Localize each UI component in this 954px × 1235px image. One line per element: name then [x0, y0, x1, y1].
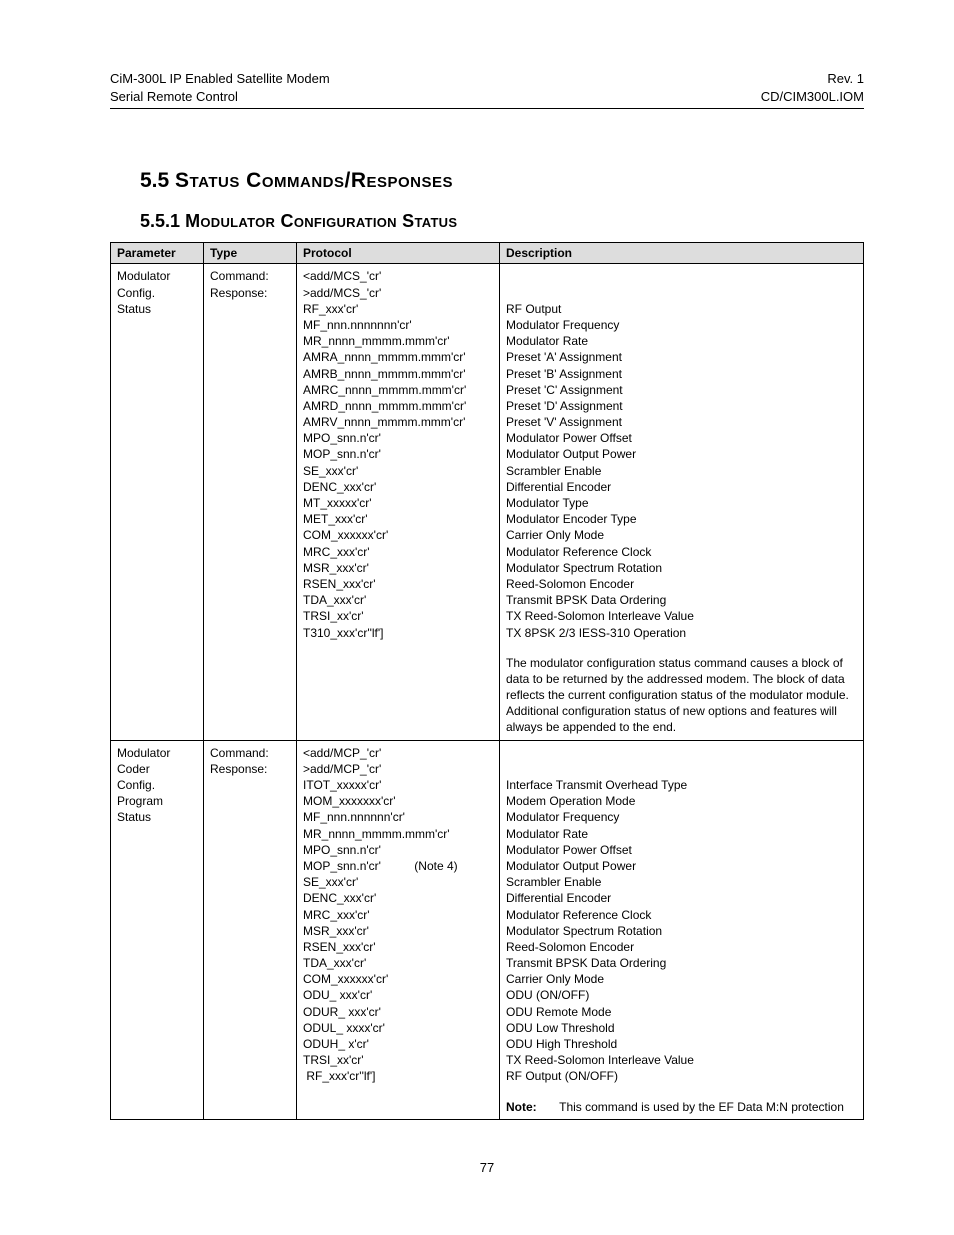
- section-heading: 5.5 Status Commands/Responses: [110, 169, 864, 193]
- section-num: 5.5: [140, 169, 169, 192]
- header-right: Rev. 1 CD/CIM300L.IOM: [761, 70, 864, 106]
- cell-type: Command:Response:: [204, 264, 297, 740]
- page-number: 77: [110, 1160, 864, 1175]
- header-rule: [110, 108, 864, 109]
- table-head: Parameter Type Protocol Description: [111, 243, 864, 264]
- subsection-heading: 5.5.1 Modulator Configuration Status: [110, 211, 864, 232]
- header-line-2: Serial Remote Control: [110, 88, 330, 106]
- cell-type: Command:Response:: [204, 740, 297, 1119]
- table-body: ModulatorConfig.StatusCommand:Response:<…: [111, 264, 864, 1119]
- table-row: ModulatorConfig.StatusCommand:Response:<…: [111, 264, 864, 740]
- header-left: CiM-300L IP Enabled Satellite Modem Seri…: [110, 70, 330, 106]
- cell-protocol: <add/MCS_'cr'>add/MCS_'cr'RF_xxx'cr'MF_n…: [297, 264, 500, 740]
- cell-description: Interface Transmit Overhead TypeModem Op…: [500, 740, 864, 1119]
- th-type: Type: [204, 243, 297, 264]
- page-header: CiM-300L IP Enabled Satellite Modem Seri…: [110, 70, 864, 106]
- cell-description: RF OutputModulator FrequencyModulator Ra…: [500, 264, 864, 740]
- section-title: Status Commands/Responses: [175, 169, 453, 192]
- subsection-title: Modulator Configuration Status: [185, 211, 457, 231]
- th-parameter: Parameter: [111, 243, 204, 264]
- cell-protocol: <add/MCP_'cr'>add/MCP_'cr'ITOT_xxxxx'cr'…: [297, 740, 500, 1119]
- header-line-1: CiM-300L IP Enabled Satellite Modem: [110, 70, 330, 88]
- page: CiM-300L IP Enabled Satellite Modem Seri…: [0, 0, 954, 1215]
- th-protocol: Protocol: [297, 243, 500, 264]
- cell-parameter: ModulatorCoderConfig.ProgramStatus: [111, 740, 204, 1119]
- status-table: Parameter Type Protocol Description Modu…: [110, 242, 864, 1119]
- header-rev: Rev. 1: [761, 70, 864, 88]
- cell-parameter: ModulatorConfig.Status: [111, 264, 204, 740]
- subsection-num: 5.5.1: [140, 211, 180, 231]
- th-description: Description: [500, 243, 864, 264]
- table-row: ModulatorCoderConfig.ProgramStatusComman…: [111, 740, 864, 1119]
- header-doc: CD/CIM300L.IOM: [761, 88, 864, 106]
